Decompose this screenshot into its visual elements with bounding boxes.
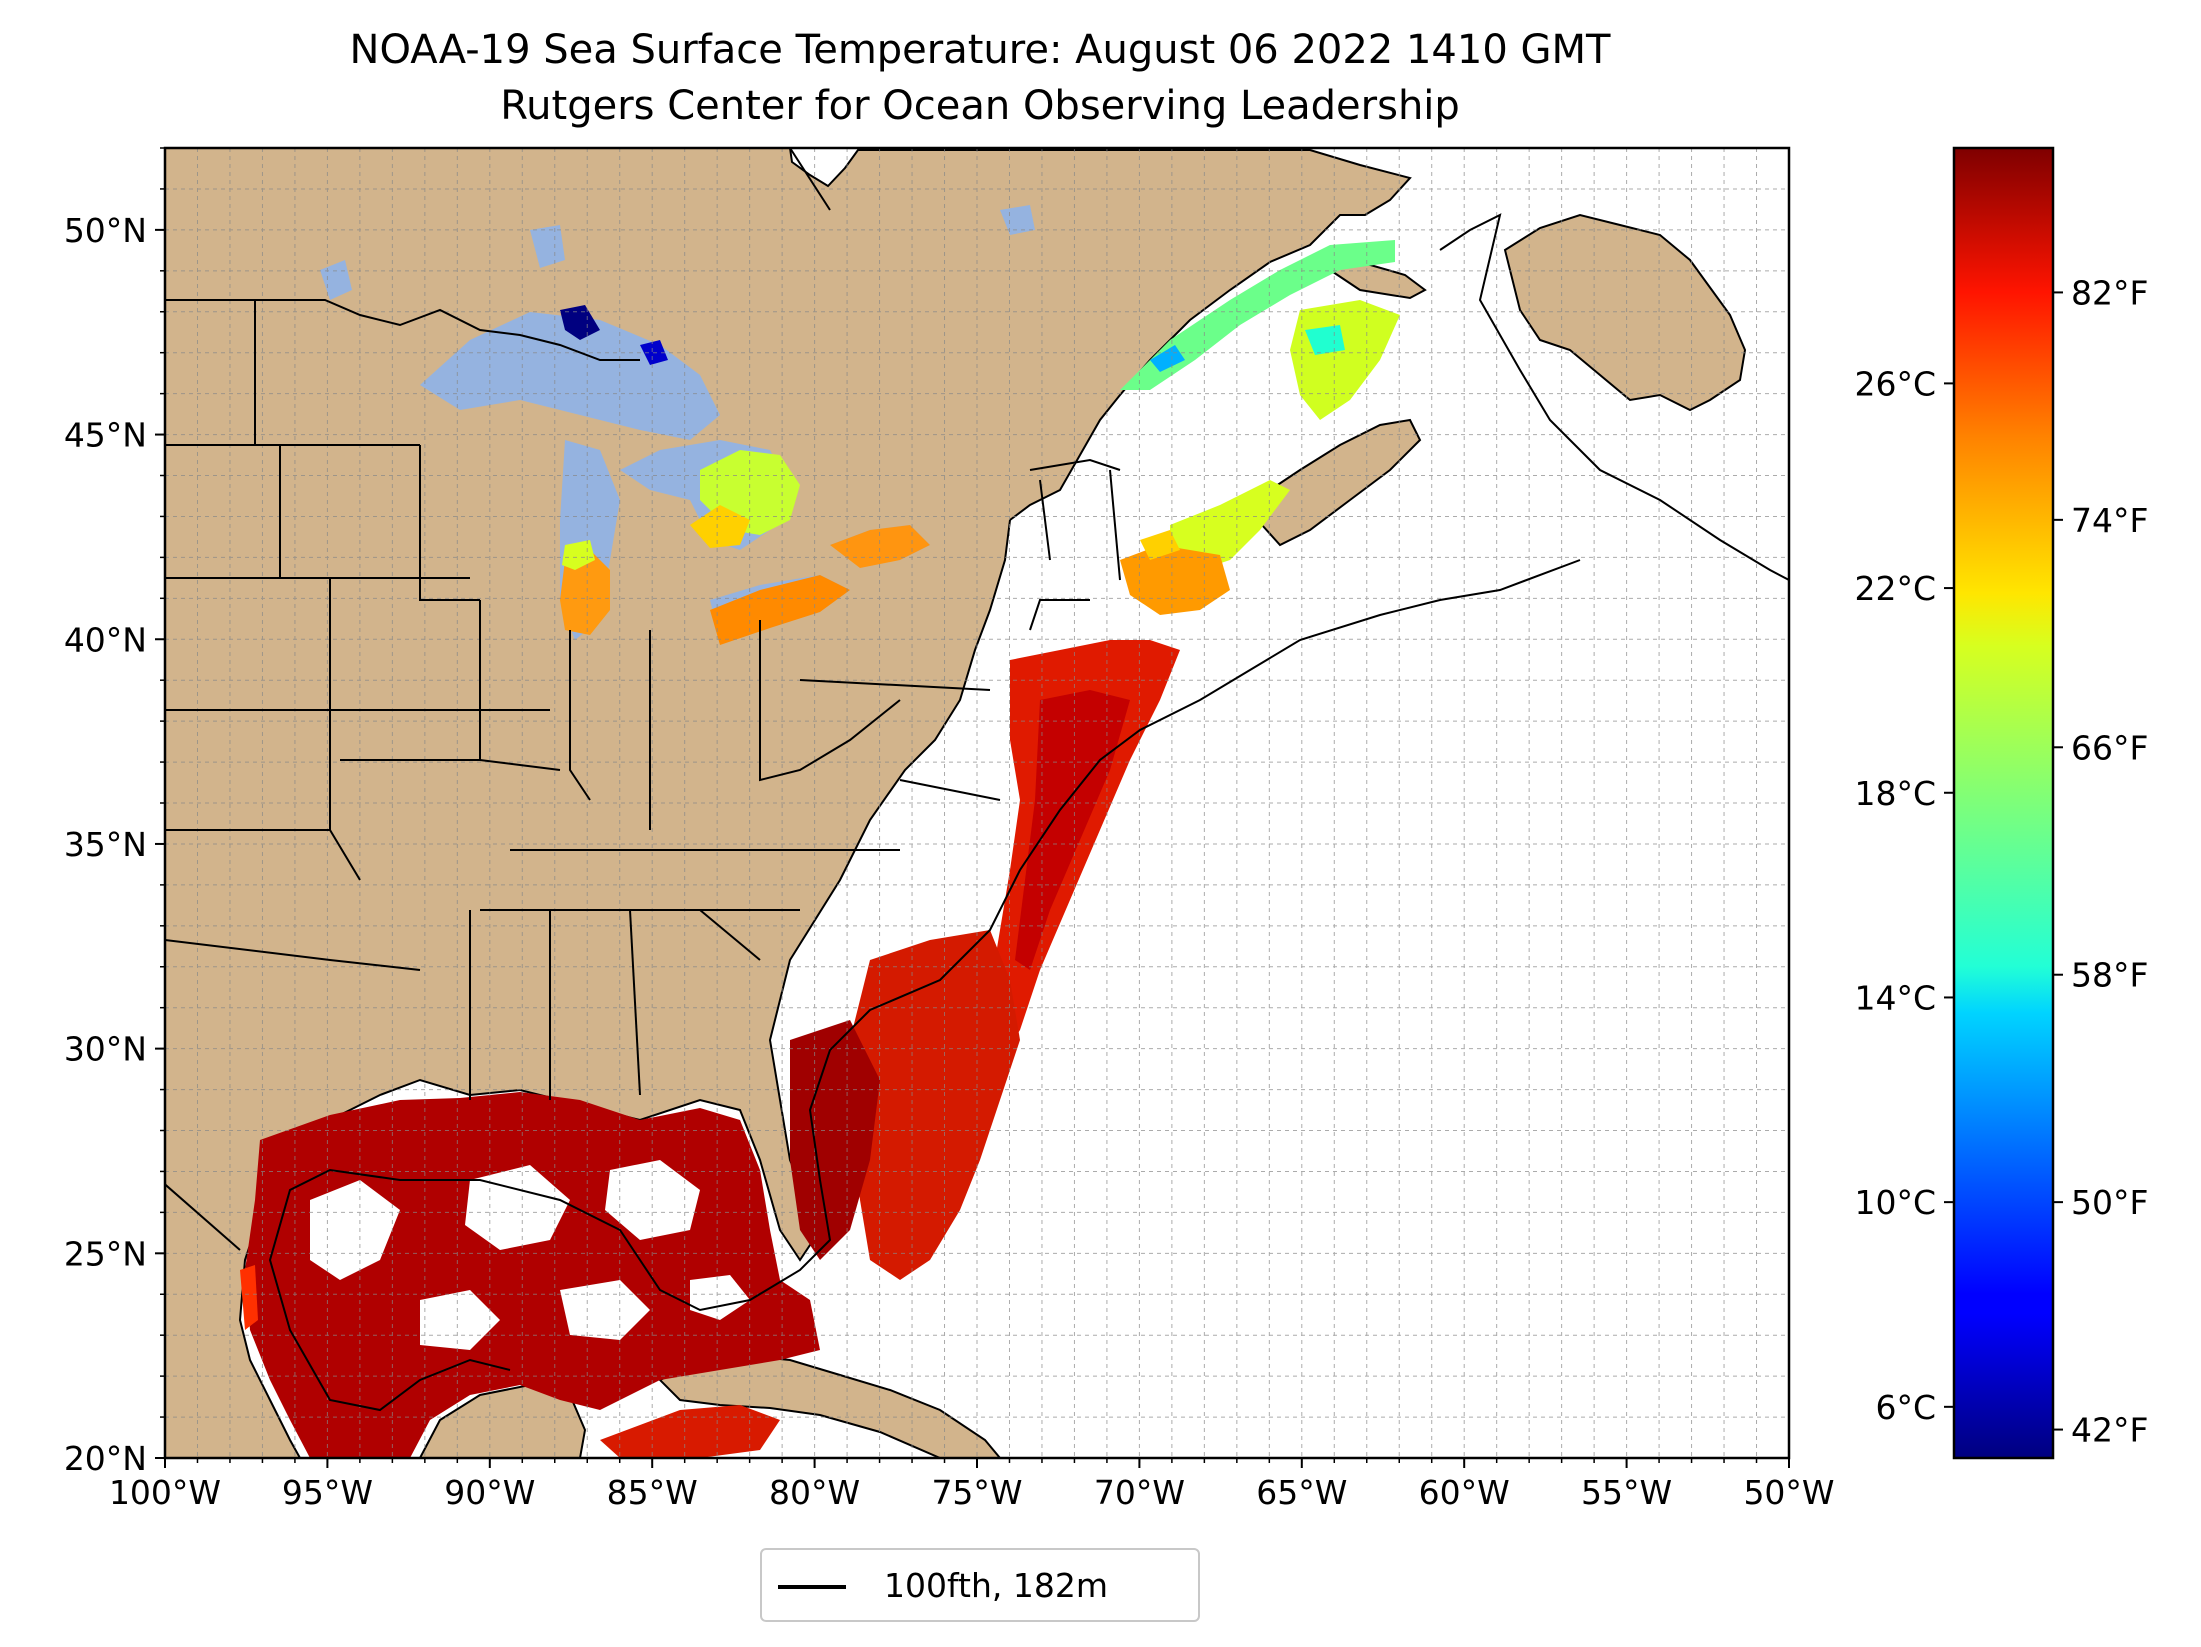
x-tick-label: 90°W — [444, 1473, 535, 1512]
celsius-tick-label: 22°C — [1854, 569, 1936, 608]
map-gridlines — [165, 148, 1789, 1458]
sst-northeast — [1120, 240, 1400, 615]
map-title: NOAA-19 Sea Surface Temperature: August … — [349, 27, 1611, 73]
legend-label: 100fth, 182m — [884, 1566, 1108, 1605]
map-subtitle: Rutgers Center for Ocean Observing Leade… — [500, 83, 1460, 129]
isobath-100fth — [268, 559, 1581, 1412]
celsius-tick-label: 10°C — [1854, 1183, 1936, 1222]
celsius-tick-label: 6°C — [1875, 1388, 1936, 1427]
x-tick-label: 50°W — [1743, 1473, 1834, 1512]
fahrenheit-tick-label: 42°F — [2071, 1411, 2148, 1450]
y-axis: 20°N 25°N 30°N 35°N 40°N 45°N 50°N — [64, 147, 165, 1478]
y-tick-label: 45°N — [64, 416, 147, 455]
y-tick-label: 25°N — [64, 1234, 147, 1273]
x-tick-label: 100°W — [109, 1473, 221, 1512]
sst-atlantic-swath — [790, 640, 1180, 1280]
colorbar-celsius-axis: 26°C 22°C 18°C 14°C 10°C 6°C — [1854, 364, 1954, 1427]
x-axis: 100°W 95°W 90°W 85°W 80°W 75°W 70°W 65°W 60°W 55°… — [109, 1458, 1835, 1512]
y-tick-label: 20°N — [64, 1439, 147, 1478]
x-tick-label: 60°W — [1419, 1473, 1510, 1512]
isobath-grand-banks — [1439, 213, 1789, 581]
legend: 100fth, 182m — [760, 1548, 1200, 1622]
y-tick-label: 50°N — [64, 211, 147, 250]
y-tick-label: 35°N — [64, 825, 147, 864]
x-tick-label: 80°W — [769, 1473, 860, 1512]
celsius-tick-label: 18°C — [1854, 774, 1936, 813]
x-tick-label: 55°W — [1581, 1473, 1672, 1512]
land-newfoundland — [1503, 213, 1747, 412]
legend-line-swatch — [778, 1585, 846, 1589]
x-tick-label: 85°W — [607, 1473, 698, 1512]
fahrenheit-tick-label: 58°F — [2071, 956, 2148, 995]
sst-gulf-of-mexico — [240, 1092, 820, 1458]
x-tick-label: 70°W — [1094, 1473, 1185, 1512]
x-tick-label: 75°W — [931, 1473, 1022, 1512]
fahrenheit-tick-label: 74°F — [2071, 501, 2148, 540]
y-tick-label: 30°N — [64, 1030, 147, 1069]
political-borders — [165, 148, 1121, 1251]
y-tick-label: 40°N — [64, 620, 147, 659]
colorbar — [1952, 146, 2055, 1460]
colorbar-fahrenheit-axis: 82°F 74°F 66°F 58°F 50°F 42°F — [2053, 273, 2148, 1450]
fahrenheit-tick-label: 66°F — [2071, 728, 2148, 767]
x-tick-label: 95°W — [282, 1473, 373, 1512]
celsius-tick-label: 26°C — [1854, 364, 1936, 403]
x-tick-label: 65°W — [1256, 1473, 1347, 1512]
fahrenheit-tick-label: 50°F — [2071, 1183, 2148, 1222]
fahrenheit-tick-label: 82°F — [2071, 273, 2148, 312]
celsius-tick-label: 14°C — [1854, 978, 1936, 1017]
land-nova-scotia — [1260, 418, 1422, 547]
